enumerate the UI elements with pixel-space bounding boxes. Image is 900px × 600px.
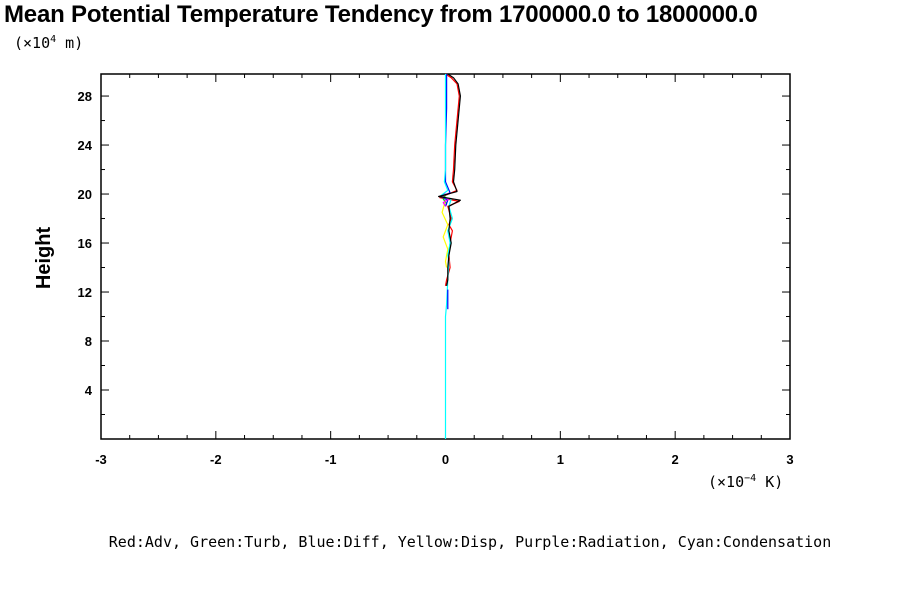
series-line-condensation bbox=[439, 74, 453, 439]
x-tick-label: -2 bbox=[210, 452, 222, 467]
x-tick-label: -3 bbox=[95, 452, 107, 467]
chart-title: Mean Potential Temperature Tendency from… bbox=[4, 1, 758, 28]
x-tick-label: 3 bbox=[786, 452, 793, 467]
y-tick-label: 8 bbox=[85, 334, 92, 349]
y-tick-label: 12 bbox=[78, 285, 92, 300]
x-tick-label: 1 bbox=[557, 452, 564, 467]
y-tick-label: 24 bbox=[78, 138, 93, 153]
y-tick-label: 4 bbox=[85, 383, 93, 398]
series-line-disp bbox=[441, 200, 449, 268]
x-tick-label: 2 bbox=[672, 452, 679, 467]
legend-text: Red:Adv, Green:Turb, Blue:Diff, Yellow:D… bbox=[108, 533, 832, 551]
y-tick-label: 28 bbox=[78, 89, 92, 104]
y-tick-label: 20 bbox=[78, 187, 92, 202]
y-tick-label: 16 bbox=[78, 236, 92, 251]
y-scale-note: (×104 m) bbox=[14, 34, 84, 52]
series-line-diff bbox=[440, 74, 451, 207]
x-tick-label: -1 bbox=[325, 452, 337, 467]
y-axis-label: Height bbox=[33, 227, 55, 290]
x-scale-note: (×10−4 K) bbox=[708, 473, 784, 491]
series-group bbox=[438, 73, 461, 439]
series-line-net bbox=[438, 73, 461, 287]
x-tick-label: 0 bbox=[442, 452, 449, 467]
